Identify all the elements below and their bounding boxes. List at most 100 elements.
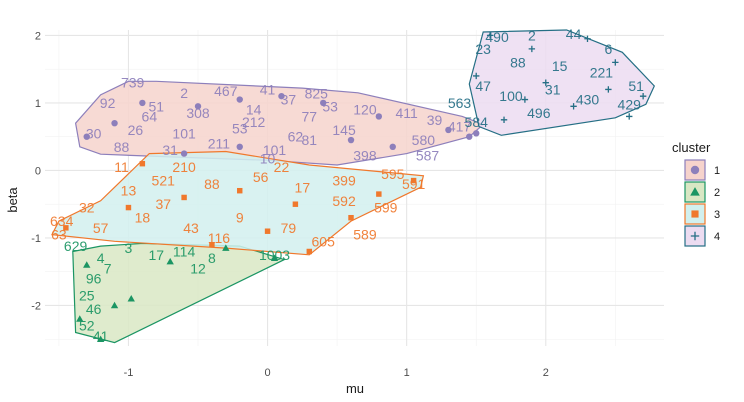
point-label-cluster-1: 81 xyxy=(302,132,318,148)
point-label-cluster-3: 18 xyxy=(135,210,151,226)
point-cluster-3 xyxy=(181,194,187,201)
legend: cluster 1 2 3 4 xyxy=(672,140,720,247)
x-axis-ticks: -1 0 1 2 xyxy=(124,367,549,379)
legend-label-2: 2 xyxy=(714,187,720,199)
point-cluster-3 xyxy=(306,248,313,255)
point-label-cluster-2: 12 xyxy=(190,260,206,276)
cluster-hulls xyxy=(51,29,656,344)
point-cluster-3 xyxy=(63,225,69,231)
point-cluster-1 xyxy=(389,143,396,151)
legend-label-4: 4 xyxy=(714,231,720,243)
legend-label-1: 1 xyxy=(714,165,720,177)
point-label-cluster-1: 51 xyxy=(148,98,164,114)
point-cluster-4 xyxy=(605,86,612,93)
point-cluster-4 xyxy=(473,72,480,80)
point-label-cluster-3: 32 xyxy=(79,200,95,216)
point-label-cluster-1: 64 xyxy=(142,108,158,124)
point-label-cluster-3: 591 xyxy=(402,176,426,192)
point-label-cluster-1: 26 xyxy=(128,122,144,138)
point-cluster-2 xyxy=(96,335,105,343)
point-label-cluster-4: 496 xyxy=(527,105,551,121)
point-cluster-2 xyxy=(110,301,119,309)
point-label-cluster-4: 2 xyxy=(528,27,536,43)
point-label-cluster-3: 11 xyxy=(114,159,129,175)
legend-marker-3 xyxy=(691,210,699,218)
point-label-cluster-2: 7 xyxy=(104,260,112,276)
point-label-cluster-1: 37 xyxy=(281,92,297,108)
point-label-cluster-1: 467 xyxy=(214,83,238,99)
y-tick-label: -1 xyxy=(31,233,41,245)
point-label-cluster-2: 17 xyxy=(148,247,164,263)
point-label-cluster-4: 44 xyxy=(566,26,582,42)
point-cluster-2 xyxy=(83,261,91,268)
point-cluster-1 xyxy=(375,113,383,120)
point-label-cluster-2: 41 xyxy=(93,328,109,344)
point-cluster-4 xyxy=(542,79,549,86)
x-tick-label: 1 xyxy=(404,367,410,379)
point-label-cluster-1: 2 xyxy=(180,85,188,101)
point-label-cluster-3: 63 xyxy=(51,227,67,243)
point-label-cluster-3: 17 xyxy=(295,179,311,195)
point-cluster-4 xyxy=(626,113,633,120)
point-cluster-3 xyxy=(292,201,299,207)
point-label-cluster-3: 210 xyxy=(172,159,196,175)
point-label-cluster-4: 23 xyxy=(475,41,491,57)
point-cluster-1 xyxy=(83,133,90,140)
point-cluster-3 xyxy=(410,177,417,184)
hull-cluster-2 xyxy=(72,242,286,344)
legend-keys: 1 2 3 4 xyxy=(684,159,720,247)
point-cluster-1 xyxy=(445,126,452,134)
point-label-cluster-2: 52 xyxy=(79,318,95,334)
point-label-cluster-4: 584 xyxy=(465,114,489,130)
point-cluster-4 xyxy=(612,59,619,66)
point-label-cluster-3: 605 xyxy=(312,233,336,249)
y-tick-label: 1 xyxy=(35,98,41,110)
y-axis-ticks: -2 -1 0 1 2 xyxy=(31,30,41,312)
point-cluster-3 xyxy=(237,187,243,194)
point-label-cluster-2: 114 xyxy=(173,243,196,259)
point-label-cluster-1: 92 xyxy=(100,95,116,111)
point-label-cluster-3: 399 xyxy=(332,173,356,189)
point-cluster-4 xyxy=(528,45,536,53)
point-cluster-1 xyxy=(236,143,243,151)
point-label-cluster-4: 430 xyxy=(576,92,600,108)
point-label-cluster-1: 53 xyxy=(322,98,338,114)
x-tick-label: -1 xyxy=(124,367,134,379)
point-label-cluster-2: 46 xyxy=(86,301,102,317)
point-cluster-1 xyxy=(236,96,243,103)
point-label-cluster-1: 211 xyxy=(208,135,231,151)
point-label-cluster-1: 739 xyxy=(121,75,145,91)
point-label-cluster-1: 580 xyxy=(412,132,436,148)
point-label-cluster-3: 88 xyxy=(204,176,220,192)
y-tick-label: 2 xyxy=(35,30,41,42)
point-label-cluster-2: 25 xyxy=(79,287,95,303)
point-label-cluster-3: 37 xyxy=(155,196,171,212)
point-cluster-2 xyxy=(127,295,135,302)
point-cluster-3 xyxy=(264,228,271,234)
point-label-cluster-1: 14 xyxy=(246,102,262,118)
point-label-cluster-1: 53 xyxy=(232,121,248,137)
legend-marker-2 xyxy=(690,187,700,196)
point-cluster-3 xyxy=(125,204,132,211)
data-points xyxy=(63,32,647,343)
point-label-cluster-1: 10 xyxy=(260,150,276,166)
point-cluster-3 xyxy=(376,191,382,197)
point-label-cluster-1: 417 xyxy=(448,119,472,135)
point-label-cluster-3: 116 xyxy=(208,230,231,246)
point-cluster-1 xyxy=(466,133,473,140)
point-cluster-3 xyxy=(139,160,146,167)
point-label-cluster-4: 429 xyxy=(618,96,642,112)
point-label-cluster-1: 41 xyxy=(260,81,276,97)
point-label-cluster-3: 9 xyxy=(236,210,244,226)
point-label-cluster-1: 587 xyxy=(416,148,440,164)
y-axis-title: beta xyxy=(5,187,20,213)
point-label-cluster-4: 6 xyxy=(604,41,612,57)
point-label-cluster-1: 31 xyxy=(162,142,178,158)
point-label-cluster-1: 825 xyxy=(305,85,329,101)
point-label-cluster-1: 62 xyxy=(288,129,304,145)
hull-cluster-4 xyxy=(468,29,656,136)
y-tick-label: 0 xyxy=(35,165,41,177)
point-label-cluster-1: 411 xyxy=(395,105,418,121)
